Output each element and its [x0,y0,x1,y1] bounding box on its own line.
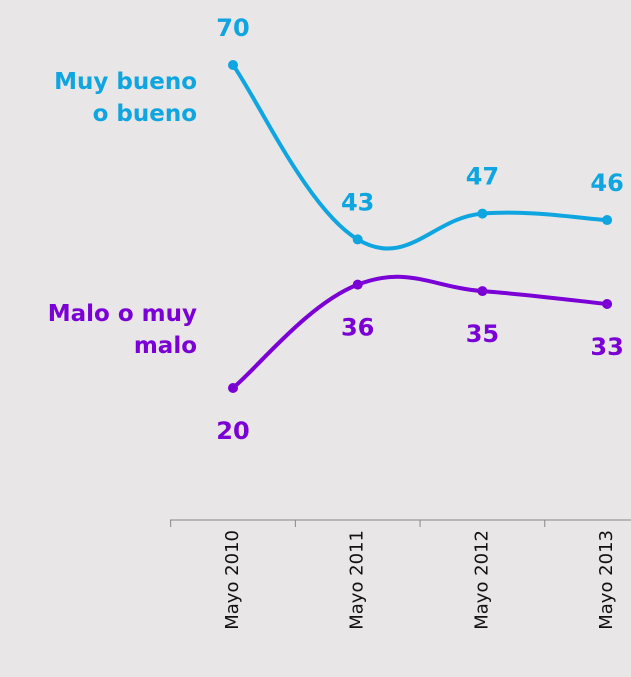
data-point [228,383,238,393]
data-point [228,60,238,70]
x-tick-label: Mayo 2013 [596,530,617,630]
series-line [231,274,608,390]
x-tick-label: Mayo 2010 [222,530,243,630]
series-line [231,63,608,251]
data-point [477,208,488,219]
data-label: 20 [216,417,249,445]
x-tick-label: Mayo 2011 [347,530,368,630]
data-label: 70 [216,14,249,42]
x-tick-label: Mayo 2012 [471,530,492,630]
data-label: 35 [466,320,499,348]
data-point [477,286,488,297]
data-label: 36 [341,314,374,342]
series-label: Muy bueno o bueno [54,69,197,127]
data-label: 47 [466,163,499,191]
data-label: 33 [590,333,623,361]
data-label: 46 [590,169,623,197]
data-label: 43 [341,188,374,216]
data-point [602,299,613,310]
series-label: Malo o muy malo [47,301,197,359]
data-point [352,234,363,245]
data-point [602,215,613,226]
data-point [352,279,363,290]
